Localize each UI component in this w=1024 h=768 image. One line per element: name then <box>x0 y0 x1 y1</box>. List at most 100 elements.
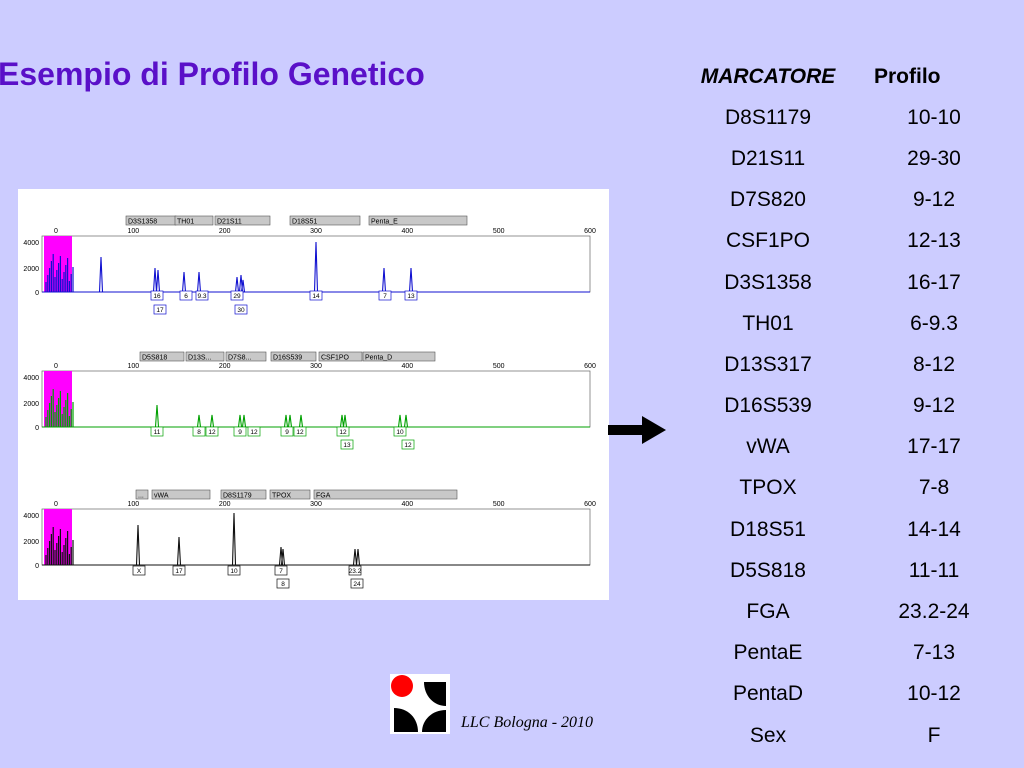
allele-label: 8 <box>197 429 201 436</box>
profile-cell: 7-8 <box>918 476 950 500</box>
allele-label: 10 <box>396 429 404 436</box>
x-tick-label: 500 <box>493 363 505 370</box>
trace-peak <box>231 512 237 566</box>
table-row: D13S317 8-12 <box>672 344 1004 385</box>
allele-label: 11 <box>154 429 161 436</box>
trace-peak <box>280 548 286 566</box>
allele-label: 16 <box>153 293 161 300</box>
table-row: D3S1358 16-17 <box>672 262 1004 303</box>
marker-cell: vWA <box>746 435 790 459</box>
allele-label: 9 <box>238 429 242 436</box>
marker-cell: D8S1179 <box>724 105 811 129</box>
allele-label-box <box>309 290 323 301</box>
marker-cell: D16S539 <box>724 394 812 418</box>
marker-cell: D5S818 <box>730 558 806 582</box>
trace-peak <box>283 414 289 428</box>
allele-label: 12 <box>250 429 258 436</box>
marker-box-label: CSF1PO <box>321 355 350 362</box>
allele-label-box <box>230 290 244 301</box>
allele-label: 13 <box>407 293 415 300</box>
table-row: D7S820 9-12 <box>672 180 1004 221</box>
profile-cell: 7-13 <box>912 641 956 665</box>
marker-box <box>214 215 271 226</box>
table-row: D16S539 9-12 <box>672 386 1004 427</box>
allele-label: 13 <box>343 442 351 449</box>
trace-peak <box>342 414 348 428</box>
allele-label: 12 <box>208 429 216 436</box>
marker-column-header: MARCATORE <box>700 64 836 88</box>
trace-peak <box>403 414 409 428</box>
profile-cell: 10-12 <box>907 682 961 706</box>
allele-label-box <box>132 565 146 576</box>
marker-box-label: FGA <box>316 493 331 500</box>
allele-label-box <box>150 290 164 301</box>
trace-peak <box>155 269 161 293</box>
marker-cell: CSF1PO <box>725 229 811 253</box>
marker-cell: D21S11 <box>730 146 806 170</box>
allele-label: 24 <box>353 581 361 588</box>
marker-box <box>220 489 267 500</box>
allele-label: 14 <box>312 293 320 300</box>
table-row: D21S11 29-30 <box>672 138 1004 179</box>
allele-label: 17 <box>156 307 164 314</box>
allele-label: 10 <box>230 568 238 575</box>
trace-peak <box>98 256 104 293</box>
profile-cell: 29-30 <box>907 146 961 170</box>
allele-label-box <box>340 439 354 450</box>
marker-cell: Sex <box>749 723 787 747</box>
table-row: TH01 6-9.3 <box>672 303 1004 344</box>
x-tick-label: 100 <box>127 363 139 370</box>
allele-label: 6 <box>184 293 188 300</box>
allele-label-box <box>276 578 290 589</box>
marker-box <box>270 351 317 362</box>
marker-box <box>135 489 149 500</box>
allele-label-box <box>179 290 193 301</box>
genetic-profile-table: MARCATORE Profilo D8S1179 10-10 D21S11 29-3… <box>672 56 1004 756</box>
x-tick-label: 300 <box>310 228 322 235</box>
marker-box <box>174 215 214 226</box>
allele-label: X <box>137 568 142 575</box>
trace-peak <box>381 267 387 293</box>
profile-cell: 9-12 <box>912 394 956 418</box>
marker-box <box>362 351 436 362</box>
marker-cell: D3S1358 <box>724 270 812 294</box>
marker-box-label: D7S8... <box>228 355 251 362</box>
y-tick-label: 4000 <box>23 240 39 247</box>
x-tick-label: 300 <box>310 363 322 370</box>
allele-label: 29 <box>233 293 241 300</box>
y-tick-label: 0 <box>35 563 39 570</box>
marker-box-label: TH01 <box>177 219 194 226</box>
allele-label-box <box>348 565 362 576</box>
marker-box-label: D8S1179 <box>223 493 252 500</box>
x-tick-label: 200 <box>219 501 231 508</box>
trace-peak <box>298 414 304 428</box>
x-tick-label: 200 <box>219 228 231 235</box>
trace-peak <box>234 276 240 293</box>
allele-label-box <box>192 426 206 437</box>
electropherogram-figure: D3S1358 TH01 D21S11 D18S51 Penta_E 0 100 200 300… <box>18 189 609 600</box>
y-tick-label: 4000 <box>23 513 39 520</box>
allele-label: 23.2 <box>349 568 362 575</box>
trace-peak <box>181 271 187 293</box>
profile-cell: 10-10 <box>907 105 961 129</box>
x-tick-label: 400 <box>401 228 413 235</box>
marker-box-label: D21S11 <box>217 219 242 226</box>
profile-cell: 14-14 <box>907 517 961 541</box>
x-tick-label: 200 <box>219 363 231 370</box>
marker-box-label: D13S... <box>188 355 211 362</box>
table-row: PentaD 10-12 <box>672 674 1004 715</box>
marker-box <box>318 351 363 362</box>
table-row: vWA 17-17 <box>672 427 1004 468</box>
y-tick-label: 2000 <box>23 266 39 273</box>
allele-label-box <box>274 565 288 576</box>
marker-cell: PentaD <box>732 682 804 706</box>
allele-label-box <box>293 426 307 437</box>
marker-box <box>139 351 185 362</box>
marker-box-label: D3S1358 <box>128 219 157 226</box>
marker-cell: TH01 <box>742 311 794 335</box>
table-row: D18S51 14-14 <box>672 509 1004 550</box>
profile-cell: 6-9.3 <box>910 311 958 335</box>
credit-text: LLC Bologna - 2010 <box>461 714 594 731</box>
profile-cell: 9-12 <box>912 188 956 212</box>
profile-column-header: Profilo <box>874 64 941 88</box>
